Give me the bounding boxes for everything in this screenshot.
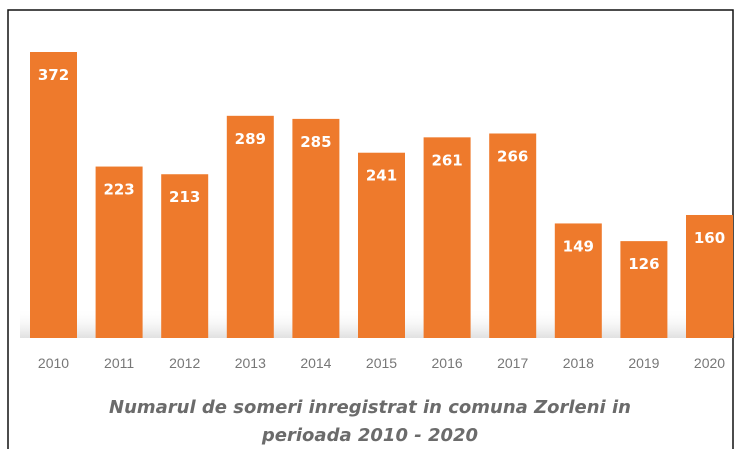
x-tick-label: 2015 [366, 355, 397, 371]
bar [554, 223, 602, 338]
value-label: 241 [366, 167, 397, 185]
bar [686, 214, 733, 338]
value-label: 372 [38, 66, 69, 84]
value-label: 223 [103, 181, 134, 199]
x-tick-label: 2011 [104, 355, 134, 371]
x-tick-label: 2010 [38, 355, 69, 371]
x-tick-label: 2019 [628, 355, 659, 371]
chart-title: Numarul de someri inregistrat in comuna … [109, 397, 631, 446]
bar [226, 115, 274, 338]
bar [292, 118, 340, 338]
value-label: 149 [563, 237, 594, 255]
value-label: 266 [497, 147, 528, 165]
x-tick-label: 2012 [169, 355, 200, 371]
value-label: 160 [694, 229, 725, 247]
bar [358, 152, 405, 338]
bar [423, 137, 471, 338]
x-tick-label: 2020 [694, 355, 725, 371]
x-tick-label: 2018 [563, 355, 594, 371]
value-label: 213 [169, 188, 200, 206]
bar [161, 174, 209, 338]
bar [489, 133, 537, 338]
value-label: 289 [235, 130, 266, 148]
bar [95, 166, 143, 338]
value-label: 261 [431, 151, 462, 169]
x-tick-label: 2016 [432, 355, 463, 371]
value-label: 126 [628, 255, 659, 273]
x-tick-label: 2014 [300, 355, 331, 371]
bar [30, 52, 77, 338]
x-tick-label: 2013 [235, 355, 266, 371]
bar [620, 241, 668, 338]
x-tick-label: 2017 [497, 355, 528, 371]
value-label: 285 [300, 133, 331, 151]
